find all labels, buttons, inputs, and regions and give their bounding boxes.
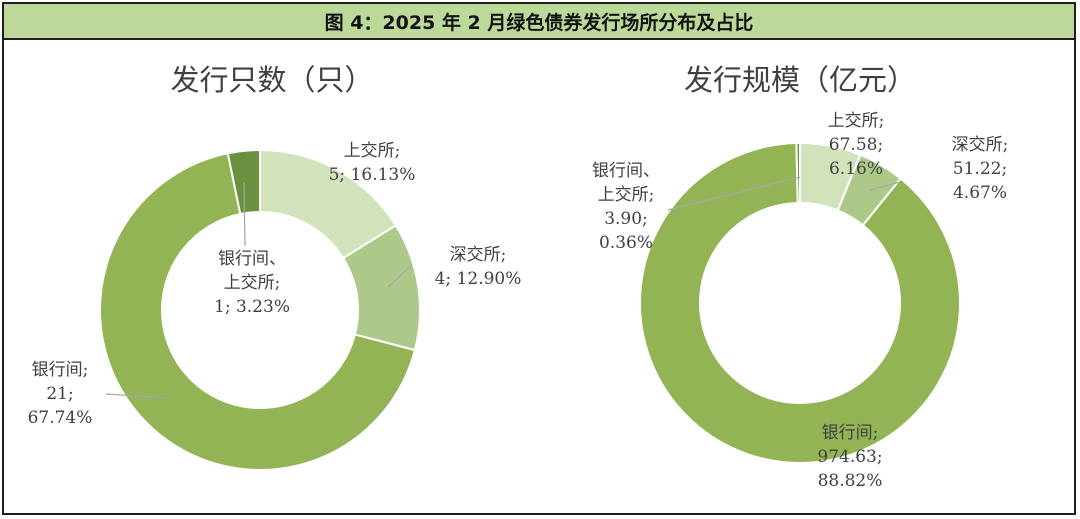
data-label-line: 0.36% bbox=[599, 233, 653, 253]
data-label-line: 67.58; bbox=[829, 135, 883, 155]
data-label-line: 974.63; bbox=[817, 447, 882, 467]
data-label-line: 银行间; bbox=[822, 423, 879, 443]
leader-line bbox=[387, 264, 413, 288]
leader-line bbox=[243, 181, 246, 247]
data-label-line: 上交所; bbox=[224, 273, 281, 293]
data-label-line: 银行间; bbox=[32, 360, 89, 380]
data-label-line: 88.82% bbox=[818, 471, 883, 491]
data-label-line: 深交所; bbox=[450, 245, 507, 265]
data-label: 上交所; 67.58; 6.16% bbox=[828, 111, 885, 179]
data-label-line: 上交所; bbox=[344, 141, 401, 161]
donut-slice bbox=[99, 152, 417, 471]
data-label-line: 深交所; bbox=[952, 135, 1009, 155]
data-label: 银行间; 974.63; 88.82% bbox=[817, 423, 882, 491]
chart-title: 发行只数（只） bbox=[170, 63, 373, 97]
data-label: 深交所; 51.22; 4.67% bbox=[952, 135, 1009, 203]
data-label-line: 银行间、 bbox=[592, 161, 660, 181]
data-label: 深交所; 4; 12.90% bbox=[435, 245, 522, 289]
donut-slice bbox=[795, 141, 801, 205]
donut-slice bbox=[639, 142, 961, 464]
data-label-line: 6.16% bbox=[829, 159, 883, 179]
data-label-line: 银行间、 bbox=[218, 249, 286, 269]
data-label-line: 1; 3.23% bbox=[214, 297, 290, 317]
figure-title: 图 4：2025 年 2 月绿色债券发行场所分布及占比 bbox=[4, 4, 1074, 40]
data-label-line: 51.22; bbox=[953, 159, 1007, 179]
data-label-line: 21; bbox=[46, 384, 73, 404]
data-label-line: 3.90; bbox=[604, 209, 648, 229]
data-label-line: 5; 16.13% bbox=[329, 165, 416, 185]
data-label: 银行间; 21; 67.74% bbox=[28, 360, 93, 428]
leader-line bbox=[667, 176, 801, 211]
chart-title: 发行规模（亿元） bbox=[684, 63, 916, 97]
data-label: 上交所; 5; 16.13% bbox=[329, 141, 416, 185]
data-label: 银行间、上交所; 1; 3.23% bbox=[214, 249, 290, 317]
data-label: 银行间、上交所; 3.90; 0.36% bbox=[592, 161, 660, 253]
data-label-line: 4; 12.90% bbox=[435, 269, 522, 289]
data-label-line: 4.67% bbox=[953, 183, 1007, 203]
data-label-line: 上交所; bbox=[598, 185, 655, 205]
data-label-line: 67.74% bbox=[28, 408, 93, 428]
data-label-line: 上交所; bbox=[828, 111, 885, 131]
leader-line bbox=[105, 393, 169, 399]
leader-line bbox=[869, 181, 901, 191]
